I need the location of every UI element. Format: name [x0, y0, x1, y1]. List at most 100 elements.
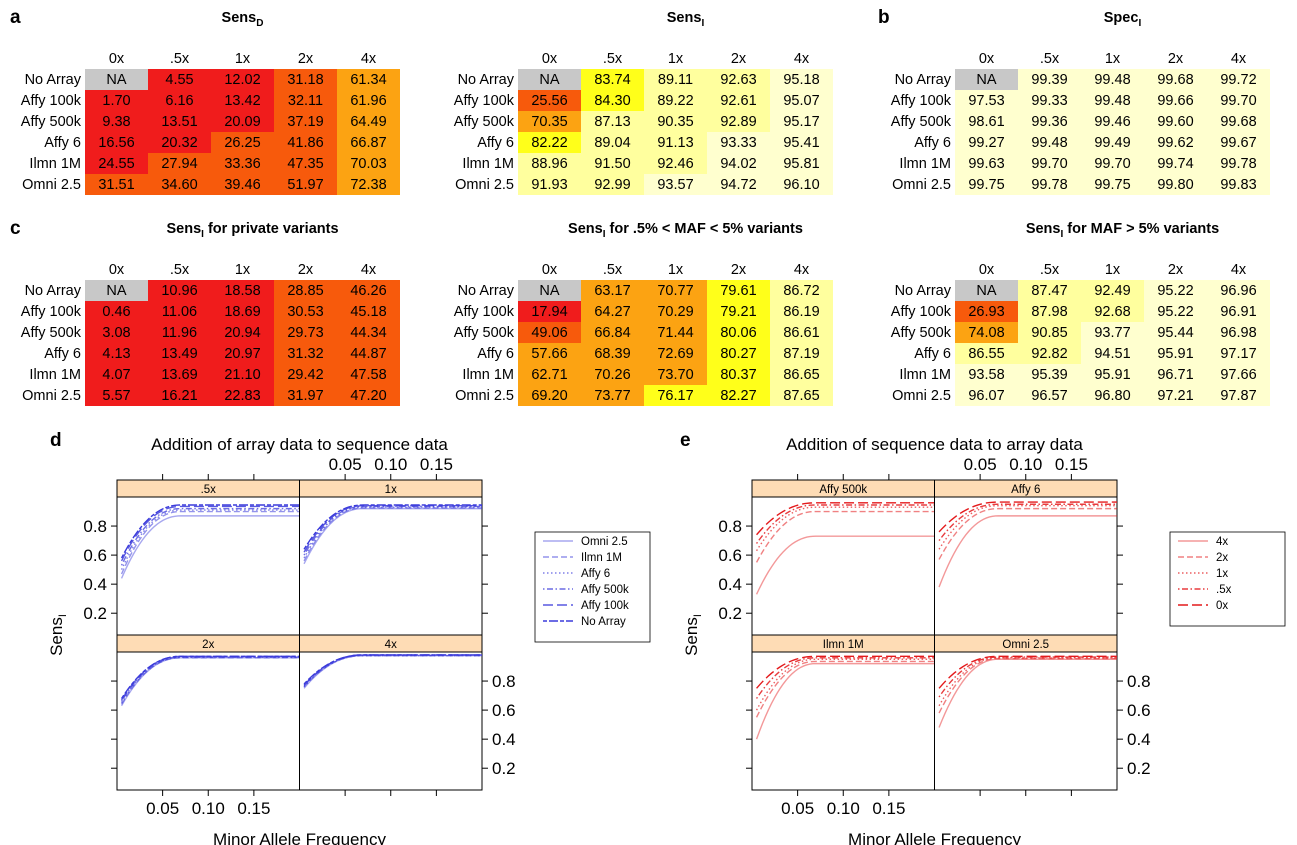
heatmap-cell: 95.91: [1144, 343, 1207, 364]
heatmap-cell: 99.49: [1081, 132, 1144, 153]
panel-label-e: e: [680, 430, 691, 451]
column-header: 2x: [730, 261, 747, 278]
heatmap-cell: 20.94: [211, 322, 274, 343]
series-line-ilmn-1m: [120, 657, 300, 705]
heatmap-cell: 79.61: [707, 280, 770, 301]
table-title: SensD: [221, 10, 264, 29]
panel-label-c: c: [10, 218, 21, 239]
panel-strip-label: Ilmn 1M: [823, 639, 864, 651]
heatmap-cell: 70.35: [518, 111, 581, 132]
heatmap-cell: 5.57: [85, 385, 148, 406]
y-tick-label: 0.2: [492, 759, 516, 778]
row-label: Affy 100k: [20, 92, 81, 109]
series-line-affy-500k: [303, 654, 482, 686]
panel-frame: [116, 496, 300, 636]
row-label: Omni 2.5: [22, 176, 81, 193]
heatmap-cell: 95.39: [1018, 364, 1081, 385]
heatmap-cell: 86.72: [770, 280, 833, 301]
table-row: No Array NA 83.74 89.11 92.63 95.18: [433, 69, 833, 90]
heatmap-cell: 86.19: [770, 301, 833, 322]
heatmap-cell: 87.47: [1018, 280, 1081, 301]
column-header: .5x: [1039, 261, 1060, 278]
series-line-0x: [756, 655, 935, 689]
heatmap-cell: 80.27: [707, 343, 770, 364]
heatmap-cell: 96.91: [1207, 301, 1270, 322]
row-label: Affy 500k: [890, 113, 951, 130]
table-row: Ilmn 1M 4.07 13.69 21.10 29.42 47.58: [0, 364, 400, 385]
row-label: Ilmn 1M: [899, 155, 951, 172]
table-row: Affy 6 4.13 13.49 20.97 31.32 44.87: [0, 343, 400, 364]
y-tick-label: 0.8: [1127, 672, 1151, 691]
heatmap-cell: 32.11: [274, 90, 337, 111]
heatmap-cell: 86.65: [770, 364, 833, 385]
series-line-omni-2-5: [120, 657, 300, 707]
heatmap-cell: 12.02: [211, 69, 274, 90]
column-header: 0x: [108, 261, 125, 278]
heatmap-cell: NA: [85, 280, 148, 301]
heatmap-cell: 99.48: [1081, 69, 1144, 90]
heatmap-cell: 92.46: [644, 153, 707, 174]
table-row: Affy 100k 17.94 64.27 70.29 79.21 86.19: [433, 301, 833, 322]
heatmap-cell: 57.66: [518, 343, 581, 364]
table-row: Affy 500k 3.08 11.96 20.94 29.73 44.34: [0, 322, 400, 343]
heatmap-cell: 70.77: [644, 280, 707, 301]
series-line-affy-6: [303, 654, 482, 688]
x-tick-label: 0.05: [146, 799, 179, 818]
heatmap-grid: 0x .5x 1x 2x 4x No Array NA 10.96 18.58 28.85 46.2…: [0, 259, 400, 406]
heatmap-table-sens-d: SensD 0x .5x 1x 2x 4x No Array NA 4.55 12.02 31.18…: [0, 10, 400, 195]
heatmap-cell: 73.77: [581, 385, 644, 406]
heatmap-cell: 82.22: [518, 132, 581, 153]
heatmap-cell: 51.97: [274, 174, 337, 195]
row-label: Affy 6: [477, 345, 514, 362]
heatmap-cell: 26.25: [211, 132, 274, 153]
series-line-0x: [938, 655, 1117, 689]
heatmap-cell: 4.07: [85, 364, 148, 385]
table-row: Affy 6 86.55 92.82 94.51 95.91 97.17: [870, 343, 1270, 364]
y-axis-label: SensI: [682, 614, 704, 656]
y-tick-label: 0.2: [83, 604, 107, 623]
heatmap-cell: 70.29: [644, 301, 707, 322]
heatmap-cell: 99.74: [1144, 153, 1207, 174]
table-row: Affy 500k 98.61 99.36 99.46 99.60 99.68: [870, 111, 1270, 132]
heatmap-cell: 93.57: [644, 174, 707, 195]
heatmap-cell: 99.48: [1081, 90, 1144, 111]
heatmap-cell: 92.49: [1081, 280, 1144, 301]
row-label: Affy 100k: [890, 303, 951, 320]
heatmap-cell: 99.83: [1207, 174, 1270, 195]
x-tick-label: 0.05: [964, 455, 997, 474]
row-label: Affy 500k: [453, 324, 514, 341]
series-line-4x: [938, 515, 1117, 588]
heatmap-cell: 98.61: [955, 111, 1018, 132]
table-row: Affy 6 57.66 68.39 72.69 80.27 87.19: [433, 343, 833, 364]
table-row: No Array NA 87.47 92.49 95.22 96.96: [870, 280, 1270, 301]
heatmap-cell: 47.20: [337, 385, 400, 406]
heatmap-cell: 88.96: [518, 153, 581, 174]
x-tick-label: 0.15: [420, 455, 453, 474]
heatmap-cell: 13.49: [148, 343, 211, 364]
heatmap-cell: 13.51: [148, 111, 211, 132]
table-row: Affy 500k 9.38 13.51 20.09 37.19 64.49: [0, 111, 400, 132]
panel-frame: [299, 496, 483, 636]
legend-label: 2x: [1216, 552, 1228, 564]
heatmap-cell: 95.81: [770, 153, 833, 174]
column-header: 0x: [108, 50, 125, 67]
series-line-no-array: [303, 504, 482, 550]
x-tick-label: 0.15: [1055, 455, 1088, 474]
y-tick-label: 0.6: [1127, 701, 1151, 720]
heatmap-cell: 95.22: [1144, 280, 1207, 301]
heatmap-cell: 28.85: [274, 280, 337, 301]
heatmap-cell: 95.17: [770, 111, 833, 132]
panel-label-b: b: [878, 7, 890, 28]
heatmap-cell: 73.70: [644, 364, 707, 385]
y-tick-label: 0.2: [718, 604, 742, 623]
heatmap-cell: 63.17: [581, 280, 644, 301]
y-tick-label: 0.4: [492, 730, 516, 749]
heatmap-cell: 72.69: [644, 343, 707, 364]
heatmap-cell: 27.94: [148, 153, 211, 174]
series-line-affy-6: [303, 506, 482, 559]
panel-label-d: d: [50, 430, 62, 451]
series-line--5x: [755, 657, 935, 699]
column-header: .5x: [602, 50, 623, 67]
series-line-2x: [938, 657, 1117, 714]
heatmap-grid: 0x .5x 1x 2x 4x No Array NA 99.39 99.48 99.68 99.7…: [870, 48, 1270, 195]
